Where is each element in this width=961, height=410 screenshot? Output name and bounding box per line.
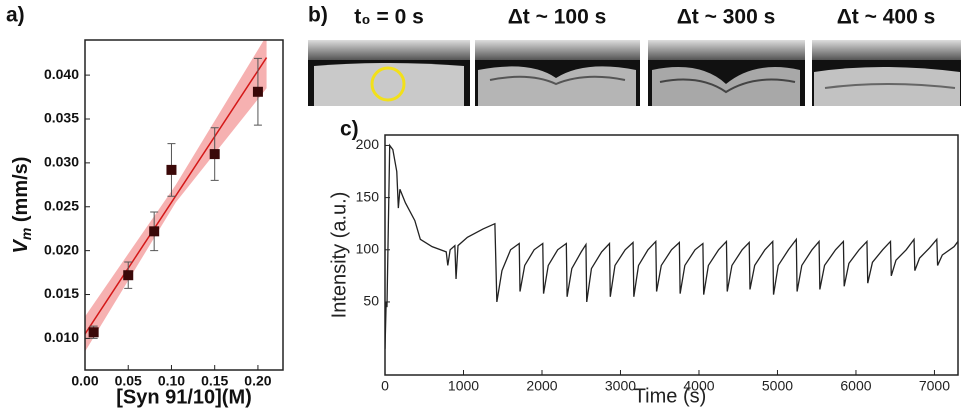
x-tick-label: 6000 [840,378,871,394]
x-tick-label: 2000 [526,378,557,394]
x-tick-label: 0.15 [201,373,228,389]
plot-area [385,143,959,349]
image-frames [308,40,961,106]
panel-label: c) [340,118,359,141]
fit-line [85,57,268,335]
frame-label: Δt ~ 300 s [677,6,776,29]
frame-label: t₀ = 0 s [354,6,424,29]
y-tick-label: 0.010 [44,329,79,345]
y-tick-label: 200 [356,136,380,152]
y-axis-title: Intensity (a.u.) [328,192,350,319]
x-tick-label: 0 [381,378,389,394]
data-point [88,327,99,338]
confidence-band [85,40,267,352]
x-axis-title: Time (s) [634,385,707,407]
x-tick-label: 5000 [762,378,793,394]
y-tick-label: 150 [356,188,380,204]
x-tick-label: 0.10 [158,373,185,389]
y-tick-label: 0.025 [44,197,79,213]
data-point [149,226,160,237]
x-tick-label: 0.00 [71,373,98,389]
y-axis-title-sub: m [18,228,34,240]
data-point [123,270,134,281]
x-axis-title: [Syn 91/10](M) [116,386,252,408]
x-tick-label: 0.05 [115,373,142,389]
y-axis-title-main: V [10,238,32,253]
x-tick-label: 7000 [919,378,950,394]
y-axis-title: Vm (mm/s) [10,157,33,254]
y-tick-label: 0.020 [44,241,79,257]
x-tick-label: 4000 [683,378,714,394]
y-tick-label: 0.035 [44,110,79,126]
plot-frame [84,39,284,371]
y-axis-title-unit: (mm/s) [10,157,32,228]
y-tick-label: 0.030 [44,154,79,170]
y-tick-label: 0.040 [44,66,79,82]
x-tick-label: 0.20 [244,373,271,389]
y-tick-label: 100 [356,240,380,256]
y-tick-label: 0.015 [44,285,79,301]
x-tick-label: 3000 [605,378,636,394]
plot-frame [384,134,959,376]
frame-label: Δt ~ 400 s [837,6,936,29]
frame-label: Δt ~ 100 s [508,6,607,29]
data-point [166,164,177,175]
intensity-line [385,143,959,349]
data-point [209,149,220,160]
panel-label: a) [6,4,25,27]
plot-area [85,40,268,352]
data-point [252,86,263,97]
panel-label: b) [308,4,328,27]
y-tick-label: 50 [363,293,379,309]
x-tick-label: 1000 [448,378,479,394]
